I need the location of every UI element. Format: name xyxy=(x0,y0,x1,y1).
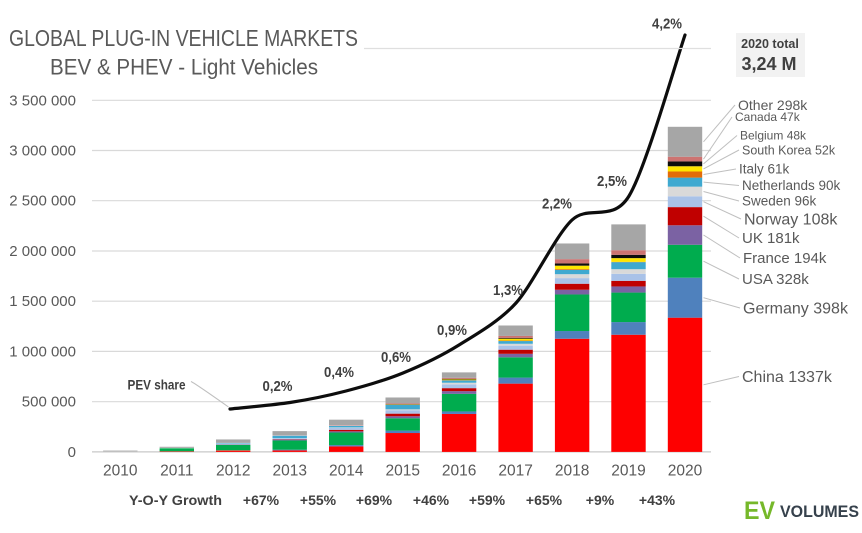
svg-text:0,6%: 0,6% xyxy=(381,349,411,366)
svg-text:UK 181k: UK 181k xyxy=(742,230,800,247)
svg-text:Germany 398k: Germany 398k xyxy=(743,301,849,318)
svg-text:2017: 2017 xyxy=(498,463,532,480)
svg-text:BEV & PHEV - Light Vehicles: BEV & PHEV - Light Vehicles xyxy=(50,55,318,80)
svg-text:2010: 2010 xyxy=(103,463,138,480)
svg-text:0,2%: 0,2% xyxy=(263,378,293,395)
svg-text:1,3%: 1,3% xyxy=(493,282,523,299)
svg-text:GLOBAL PLUG-IN VEHICLE MARKETS: GLOBAL PLUG-IN VEHICLE MARKETS xyxy=(9,25,358,51)
svg-text:2011: 2011 xyxy=(160,463,193,480)
svg-text:2012: 2012 xyxy=(216,463,250,480)
svg-text:2016: 2016 xyxy=(442,463,476,480)
svg-text:3,24 M: 3,24 M xyxy=(741,54,796,74)
svg-text:VOLUMES: VOLUMES xyxy=(780,503,859,521)
svg-text:Italy 61k: Italy 61k xyxy=(739,162,790,177)
svg-text:3 000 000: 3 000 000 xyxy=(9,143,76,160)
svg-text:+46%: +46% xyxy=(413,492,450,508)
svg-text:0,4%: 0,4% xyxy=(324,364,354,381)
svg-text:+55%: +55% xyxy=(300,492,337,508)
svg-text:China 1337k: China 1337k xyxy=(742,369,833,386)
svg-text:Sweden 96k: Sweden 96k xyxy=(742,194,817,209)
svg-text:+59%: +59% xyxy=(469,492,506,508)
svg-text:2 000 000: 2 000 000 xyxy=(9,243,76,260)
svg-text:+67%: +67% xyxy=(243,492,280,508)
svg-text:France 194k: France 194k xyxy=(743,250,827,267)
svg-text:Y-O-Y Growth: Y-O-Y Growth xyxy=(129,492,222,508)
svg-text:1 000 000: 1 000 000 xyxy=(9,343,76,360)
svg-text:+65%: +65% xyxy=(526,492,563,508)
svg-text:+43%: +43% xyxy=(639,492,676,508)
svg-text:500 000: 500 000 xyxy=(22,394,76,411)
svg-text:Norway 108k: Norway 108k xyxy=(744,212,838,229)
svg-text:4,2%: 4,2% xyxy=(652,16,682,33)
svg-text:2018: 2018 xyxy=(555,463,589,480)
svg-text:2019: 2019 xyxy=(611,463,645,480)
svg-text:2,5%: 2,5% xyxy=(597,173,627,190)
svg-text:+9%: +9% xyxy=(586,492,615,508)
svg-text:USA 328k: USA 328k xyxy=(742,271,809,288)
svg-text:2013: 2013 xyxy=(272,463,306,480)
svg-text:2 500 000: 2 500 000 xyxy=(9,193,76,210)
svg-text:2,2%: 2,2% xyxy=(542,196,572,213)
svg-text:0: 0 xyxy=(68,444,76,461)
svg-text:EV: EV xyxy=(744,497,775,525)
svg-text:+69%: +69% xyxy=(356,492,393,508)
svg-text:2020 total: 2020 total xyxy=(741,37,799,51)
svg-text:Netherlands 90k: Netherlands 90k xyxy=(742,178,841,193)
svg-text:3 500 000: 3 500 000 xyxy=(9,92,76,109)
svg-text:2014: 2014 xyxy=(329,463,364,480)
svg-text:PEV share: PEV share xyxy=(128,377,186,393)
svg-text:0,9%: 0,9% xyxy=(437,322,467,339)
svg-text:South Korea 52k: South Korea 52k xyxy=(742,143,836,157)
svg-text:1 500 000: 1 500 000 xyxy=(9,293,76,310)
svg-text:Canada 47k: Canada 47k xyxy=(735,110,801,124)
svg-text:Belgium 48k: Belgium 48k xyxy=(740,129,807,143)
svg-text:2015: 2015 xyxy=(385,463,419,480)
svg-text:2020: 2020 xyxy=(668,463,703,480)
